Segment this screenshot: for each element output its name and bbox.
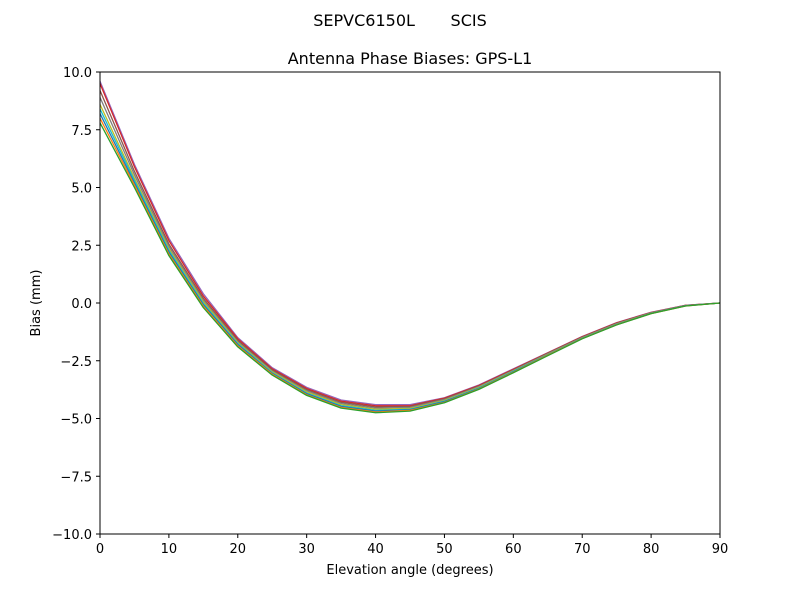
- series-line-6: [99, 108, 721, 412]
- x-tick-label: 20: [230, 542, 247, 557]
- chart-title: Antenna Phase Biases: GPS-L1: [288, 49, 533, 68]
- y-tick-label: 7.5: [71, 124, 92, 139]
- y-tick-label: 10.0: [63, 66, 92, 81]
- x-tick-label: 70: [574, 542, 591, 557]
- y-tick-label: −2.5: [60, 355, 92, 370]
- x-tick-label: 80: [643, 542, 660, 557]
- y-tick-label: 0.0: [71, 297, 92, 312]
- series-layer: [99, 80, 721, 414]
- x-tick-label: 50: [436, 542, 453, 557]
- figure-suptitle: SEPVC6150L SCIS: [313, 11, 486, 30]
- series-line-5: [99, 104, 721, 410]
- x-axis: 0 10 20 30 40 50 60 70 80 90: [96, 534, 728, 557]
- x-tick-label: 10: [161, 542, 178, 557]
- series-line-8: [99, 117, 721, 413]
- x-axis-label: Elevation angle (degrees): [326, 563, 493, 578]
- y-tick-label: 2.5: [71, 239, 92, 254]
- y-axis-label: Bias (mm): [29, 270, 44, 337]
- plot-area: [99, 71, 721, 535]
- x-tick-label: 90: [712, 542, 729, 557]
- series-line-1: [99, 80, 721, 406]
- x-tick-label: 40: [367, 542, 384, 557]
- series-line-2: [99, 83, 721, 407]
- y-tick-label: 5.0: [71, 182, 92, 197]
- series-line-7: [99, 113, 721, 412]
- x-tick-label: 0: [96, 542, 104, 557]
- series-line-3: [99, 90, 721, 408]
- x-tick-label: 30: [298, 542, 315, 557]
- y-axis: 10.0 7.5 5.0 2.5 0.0 −2.5 −5.0 −7.5 −10.0: [52, 66, 100, 543]
- series-line-4: [99, 97, 721, 409]
- x-tick-label: 60: [505, 542, 522, 557]
- y-tick-label: −10.0: [52, 528, 92, 543]
- y-tick-label: −7.5: [60, 470, 92, 485]
- plot-frame: [99, 71, 721, 535]
- series-line-9: [99, 122, 721, 414]
- y-tick-label: −5.0: [60, 413, 92, 428]
